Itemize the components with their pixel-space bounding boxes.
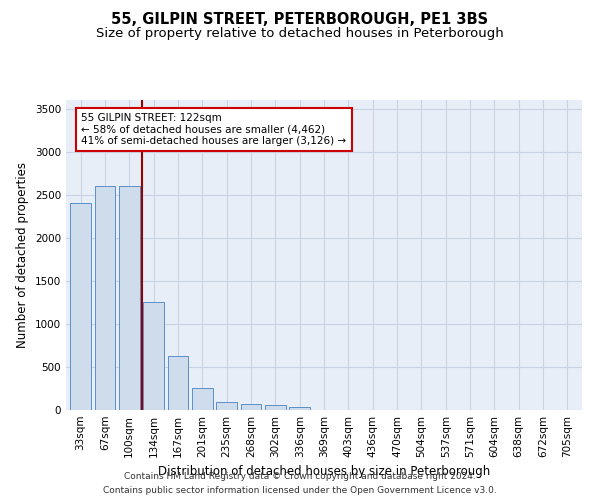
Text: Size of property relative to detached houses in Peterborough: Size of property relative to detached ho…	[96, 28, 504, 40]
Text: Contains HM Land Registry data © Crown copyright and database right 2024.: Contains HM Land Registry data © Crown c…	[124, 472, 476, 481]
Bar	[143, 302, 164, 410]
Bar	[119, 186, 140, 410]
Bar	[95, 186, 115, 410]
Bar	[265, 405, 286, 410]
Text: Contains public sector information licensed under the Open Government Licence v3: Contains public sector information licen…	[103, 486, 497, 495]
X-axis label: Distribution of detached houses by size in Peterborough: Distribution of detached houses by size …	[158, 466, 490, 478]
Bar	[192, 388, 212, 410]
Bar	[289, 408, 310, 410]
Bar	[70, 204, 91, 410]
Bar	[167, 356, 188, 410]
Text: 55, GILPIN STREET, PETERBOROUGH, PE1 3BS: 55, GILPIN STREET, PETERBOROUGH, PE1 3BS	[112, 12, 488, 28]
Text: 55 GILPIN STREET: 122sqm
← 58% of detached houses are smaller (4,462)
41% of sem: 55 GILPIN STREET: 122sqm ← 58% of detach…	[82, 113, 346, 146]
Y-axis label: Number of detached properties: Number of detached properties	[16, 162, 29, 348]
Bar	[216, 402, 237, 410]
Bar	[241, 404, 262, 410]
